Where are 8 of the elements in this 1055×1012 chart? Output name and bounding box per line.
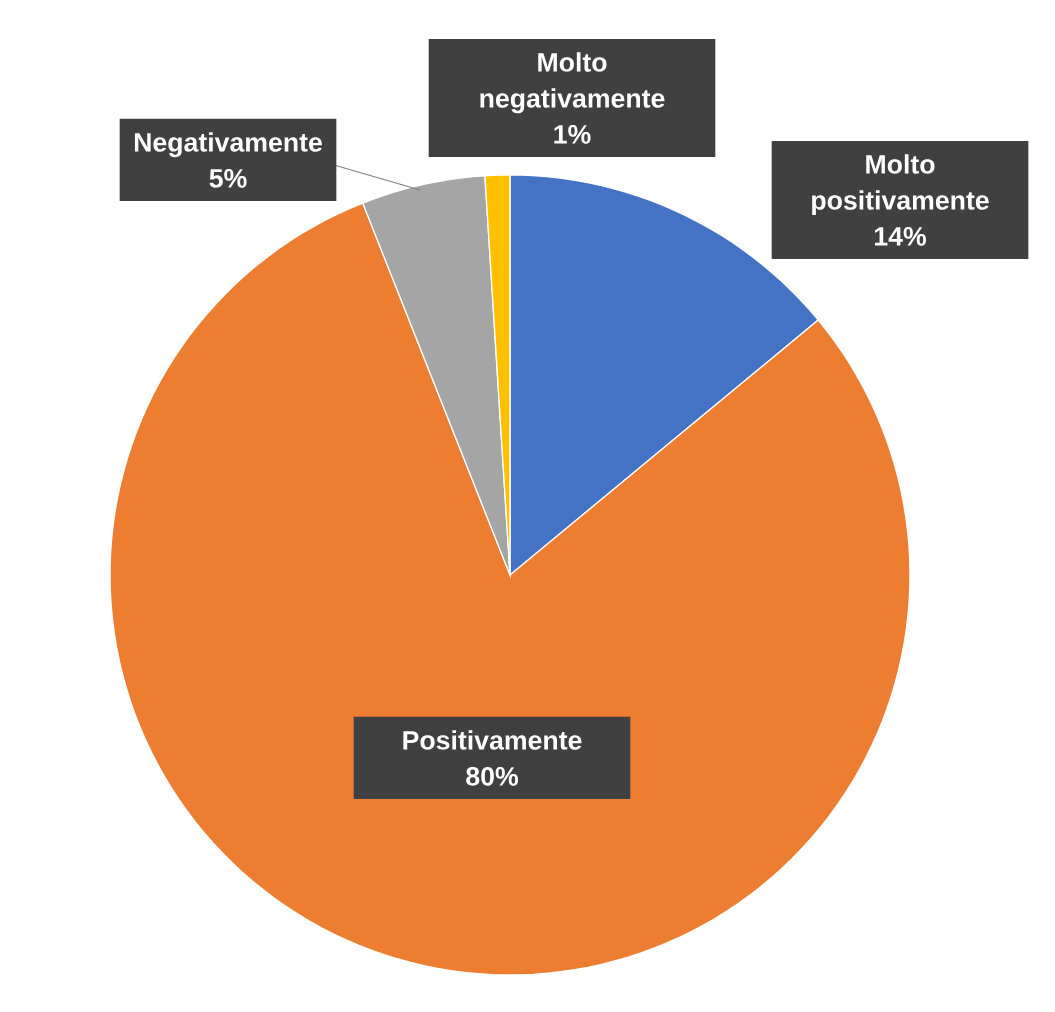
data-label: 14% (875, 226, 926, 246)
slice-label: Negativamente (134, 132, 322, 158)
data-label: 1% (554, 124, 591, 144)
slice-label: Molto negativamente (480, 52, 665, 114)
data-label: 5% (209, 168, 247, 188)
data-label: 80% (466, 766, 518, 786)
slice-label: Positivamente (403, 730, 582, 750)
slice-label: Molto positivamente (812, 154, 989, 216)
